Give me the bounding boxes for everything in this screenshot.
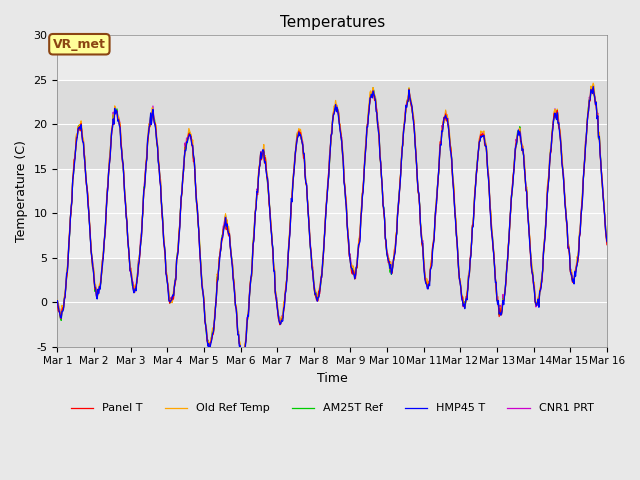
HMP45 T [176, 227, 184, 232]
HMP45 T [63, 269, 71, 275]
HMP45 T [400, 128, 408, 133]
Old Ref Temp [176, 221, 184, 227]
Line: Panel T: Panel T [58, 88, 607, 356]
Old Ref Temp [54, 298, 61, 303]
CNR1 PRT [63, 268, 71, 274]
AM25T Ref [205, 344, 212, 349]
Line: Old Ref Temp: Old Ref Temp [58, 83, 607, 354]
Line: HMP45 T: HMP45 T [58, 86, 607, 356]
CNR1 PRT [176, 222, 184, 228]
CNR1 PRT [603, 239, 611, 244]
CNR1 PRT [120, 174, 128, 180]
Panel T [120, 177, 128, 183]
AM25T Ref [120, 177, 128, 182]
X-axis label: Time: Time [317, 372, 348, 385]
HMP45 T [589, 84, 597, 89]
Old Ref Temp [63, 264, 71, 270]
Title: Temperatures: Temperatures [280, 15, 385, 30]
Old Ref Temp [120, 171, 128, 177]
Old Ref Temp [238, 351, 246, 357]
Line: CNR1 PRT: CNR1 PRT [58, 86, 607, 353]
Text: VR_met: VR_met [53, 38, 106, 51]
HMP45 T [416, 204, 424, 209]
HMP45 T [603, 239, 611, 244]
CNR1 PRT [54, 299, 61, 304]
Panel T [603, 242, 611, 248]
Bar [58, 80, 607, 169]
Bar [58, 258, 607, 347]
Panel T [589, 85, 597, 91]
CNR1 PRT [205, 341, 212, 347]
Old Ref Temp [416, 203, 424, 208]
Panel T [240, 353, 248, 359]
Bar [58, 169, 607, 258]
Legend: Panel T, Old Ref Temp, AM25T Ref, HMP45 T, CNR1 PRT: Panel T, Old Ref Temp, AM25T Ref, HMP45 … [67, 399, 598, 418]
AM25T Ref [238, 353, 246, 359]
AM25T Ref [176, 224, 184, 229]
Panel T [54, 299, 61, 304]
Panel T [400, 127, 408, 133]
Y-axis label: Temperature (C): Temperature (C) [15, 140, 28, 242]
HMP45 T [120, 177, 128, 183]
CNR1 PRT [400, 126, 408, 132]
Old Ref Temp [205, 341, 212, 347]
Old Ref Temp [603, 240, 611, 245]
HMP45 T [54, 298, 61, 303]
Old Ref Temp [589, 80, 597, 86]
Bar [58, 36, 607, 80]
Line: AM25T Ref: AM25T Ref [58, 86, 607, 356]
CNR1 PRT [589, 83, 597, 89]
CNR1 PRT [240, 350, 248, 356]
HMP45 T [205, 341, 212, 347]
AM25T Ref [54, 298, 61, 304]
AM25T Ref [416, 202, 424, 208]
AM25T Ref [400, 127, 408, 133]
Old Ref Temp [400, 125, 408, 131]
Panel T [176, 224, 184, 230]
Panel T [205, 342, 212, 348]
AM25T Ref [63, 266, 71, 272]
HMP45 T [240, 353, 248, 359]
AM25T Ref [589, 84, 597, 89]
Panel T [63, 270, 71, 276]
CNR1 PRT [416, 204, 424, 209]
Panel T [416, 205, 424, 211]
AM25T Ref [603, 239, 611, 244]
